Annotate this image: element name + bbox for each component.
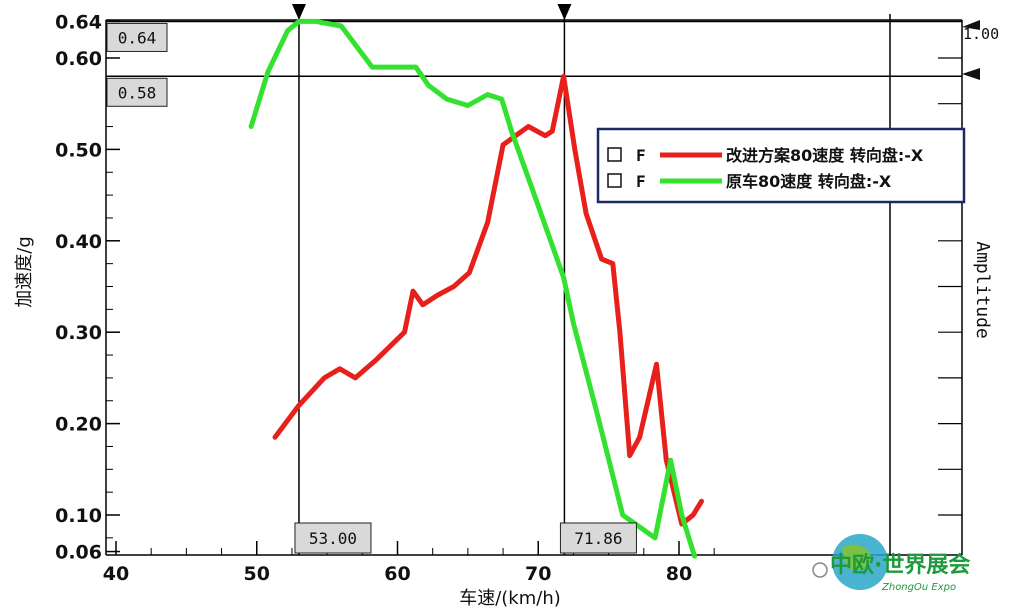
y2-marker-mid — [962, 68, 980, 80]
wechat-icon — [812, 562, 828, 578]
series-group — [248, 18, 704, 559]
vertical-cursor-label: 71.86 — [574, 529, 622, 548]
watermark-subtitle: ZhongOu Expo — [881, 582, 956, 593]
horizontal-cursor-label: 0.58 — [118, 83, 157, 102]
y2-marker-top — [962, 20, 980, 30]
watermark-logo: 中欧·世界展会 ZhongOu Expo — [812, 534, 970, 593]
horizontal-cursor-label-box — [106, 22, 168, 52]
x-axis-title: 车速/(km/h) — [459, 588, 561, 609]
series-line-improved — [272, 73, 704, 527]
y-tick-label: 0.60 — [55, 48, 102, 70]
cursor-group — [106, 4, 962, 555]
cursor-handle-icon[interactable] — [291, 4, 306, 20]
legend-checkbox-1 — [607, 147, 622, 162]
legend-box — [596, 127, 966, 204]
y-tick-label: 0.10 — [55, 505, 102, 527]
horizontal-cursor-label-box — [106, 77, 168, 107]
y2-axis-title: Amplitude — [972, 241, 993, 339]
y-tick-label: 0.30 — [55, 322, 102, 344]
vertical-cursor-label-box — [559, 522, 637, 554]
legend: F 改进方案80速度 转向盘:-X F 原车80速度 转向盘:-X — [596, 127, 966, 204]
x-tick-label: 70 — [525, 563, 551, 585]
legend-checkbox-2 — [607, 173, 622, 188]
horizontal-cursor-label: 0.64 — [118, 28, 157, 47]
y-tick-label: 0.06 — [55, 542, 102, 564]
y-tick-label: 0.50 — [55, 139, 102, 161]
y-tick-label: 0.64 — [55, 11, 102, 33]
x-tick-label: 60 — [384, 563, 410, 585]
y-tick-label: 0.40 — [55, 231, 102, 253]
vertical-cursor-label: 53.00 — [309, 529, 357, 548]
tick-group: 40 50 60 70 80 0.06 0.10 0.20 0.30 0.40 0.50 0.60 0.… — [55, 11, 962, 585]
legend-marker-1: F — [636, 146, 646, 165]
series-line-original — [248, 18, 697, 559]
x-tick-label: 50 — [244, 563, 270, 585]
legend-marker-2: F — [636, 172, 646, 191]
y-tick-label: 0.20 — [55, 414, 102, 436]
x-tick-label: 80 — [666, 563, 692, 585]
vertical-cursor-label-box — [294, 522, 372, 554]
x-tick-label: 40 — [103, 563, 129, 585]
y-axis-title: 加速度/g — [14, 236, 35, 308]
legend-label-2: 原车80速度 转向盘:-X — [726, 172, 892, 191]
legend-label-1: 改进方案80速度 转向盘:-X — [726, 146, 924, 165]
cursor-handle-icon[interactable] — [557, 4, 572, 20]
y2-tick-label: 1.00 — [963, 25, 999, 43]
watermark-title: 中欧·世界展会 — [830, 552, 970, 578]
cursor-label-group: 53.00 71.86 0.64 0.58 — [106, 22, 637, 554]
globe-land-icon — [842, 544, 871, 571]
